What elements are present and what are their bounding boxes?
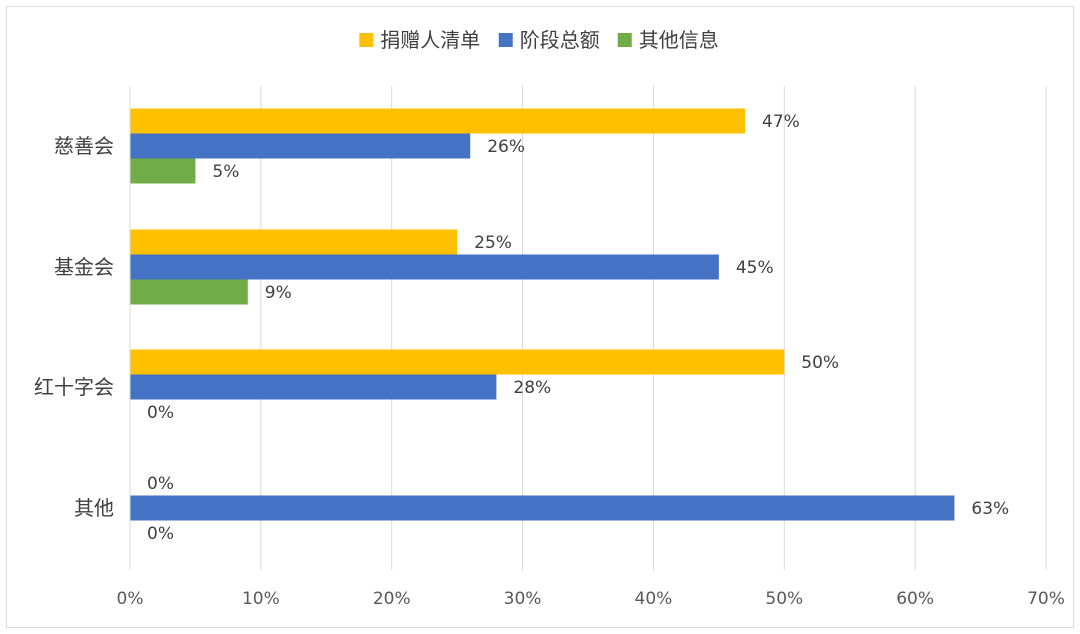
data-label: 25%: [474, 233, 512, 253]
data-labels: 47% 25% 50% 0% 26% 45% 28% 63% 5% 9% 0% 0%: [147, 112, 1009, 544]
category-label: 其他: [74, 496, 114, 520]
x-tick-label: 10%: [242, 589, 280, 609]
data-label: 63%: [971, 499, 1009, 519]
category-label: 基金会: [54, 255, 114, 279]
x-tick-label: 20%: [373, 589, 411, 609]
data-label: 45%: [736, 258, 774, 278]
data-label: 0%: [147, 524, 174, 544]
x-tick-label: 70%: [1027, 589, 1065, 609]
x-tick-label: 40%: [635, 589, 673, 609]
legend-swatch-3: [617, 33, 632, 47]
x-tick-label: 60%: [896, 589, 934, 609]
legend: 捐赠人清单 阶段总额 其他信息: [359, 28, 719, 52]
bar-2-1: [130, 133, 471, 159]
category-label: 红十字会: [34, 375, 114, 399]
bar-2-3: [130, 374, 497, 400]
bar-2-4: [130, 495, 955, 521]
bar-1-2: [130, 229, 458, 255]
bar-3-1: [130, 158, 196, 184]
legend-label-3: 其他信息: [639, 28, 719, 52]
data-label: 5%: [212, 162, 239, 182]
legend-label-1: 捐赠人清单: [380, 28, 480, 52]
legend-swatch-2: [498, 33, 513, 47]
bar-3-2: [130, 279, 248, 305]
legend-label-2: 阶段总额: [520, 28, 600, 52]
data-label: 9%: [265, 283, 292, 303]
data-label: 47%: [762, 112, 800, 132]
category-label: 慈善会: [54, 134, 114, 158]
gridlines: [260, 86, 1047, 570]
x-tick-label: 0%: [117, 589, 144, 609]
data-label: 26%: [487, 137, 525, 157]
bar-2-2: [130, 254, 719, 280]
bar-1-1: [130, 108, 746, 134]
legend-swatch-1: [359, 33, 374, 47]
data-label: 50%: [801, 353, 839, 373]
data-label: 0%: [147, 474, 174, 494]
x-tick-label: 50%: [765, 589, 803, 609]
x-tick-label: 30%: [504, 589, 542, 609]
data-label: 0%: [147, 403, 174, 423]
data-label: 28%: [513, 378, 551, 398]
bar-1-3: [130, 349, 785, 375]
bars: [130, 108, 955, 521]
